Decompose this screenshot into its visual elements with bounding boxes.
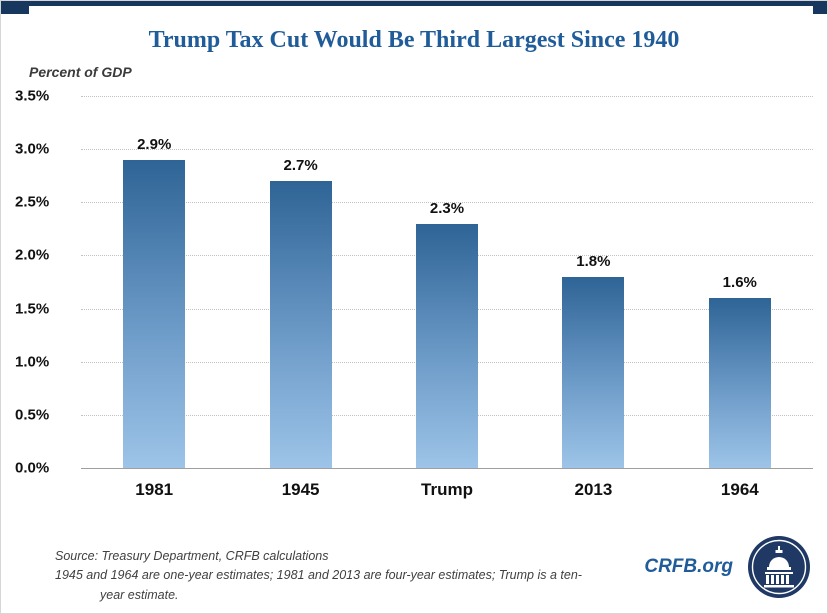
- y-tick-label: 3.5%: [15, 87, 50, 105]
- bar-value-label: 1.6%: [722, 273, 757, 291]
- bar-value-label: 1.8%: [576, 252, 611, 270]
- plot-area: 3.5% 3.0% 2.5% 2.0% 1.5% 1.0% 0.5% 0.0% 2.9% 2.7%…: [15, 88, 813, 477]
- y-tick-label: 1.0%: [15, 353, 50, 371]
- top-border-strip: [1, 1, 827, 6]
- brand-block: CRFB.org: [644, 535, 811, 605]
- y-axis-label: Percent of GDP: [29, 64, 132, 80]
- bar-1981: [123, 159, 186, 468]
- source-line-2: 1945 and 1964 are one-year estimates; 19…: [55, 568, 582, 602]
- y-tick-label: 2.0%: [15, 246, 50, 264]
- y-tick-label: 1.5%: [15, 300, 50, 318]
- bar-1945: [269, 181, 332, 468]
- gridline: [81, 202, 813, 204]
- bar-Trump: [415, 223, 478, 468]
- x-category-label: 2013: [574, 480, 613, 499]
- bar-value-label: 2.9%: [137, 135, 172, 153]
- category-row: 1981 1945 Trump 2013 1964: [81, 480, 813, 500]
- footer: Source: Treasury Department, CRFB calcul…: [1, 535, 827, 605]
- bar-column: 2.3%: [374, 96, 520, 468]
- bar-value-label: 2.7%: [283, 157, 318, 175]
- x-category-label: Trump: [421, 480, 473, 499]
- bar-column: 2.9%: [81, 96, 227, 468]
- bar-1964: [708, 297, 771, 468]
- x-axis-baseline: [81, 468, 813, 469]
- bar-column: 1.6%: [667, 96, 813, 468]
- capitol-dome-icon: [748, 536, 810, 598]
- x-category-label: 1964: [720, 480, 759, 499]
- chart-title: Trump Tax Cut Would Be Third Largest Sin…: [148, 27, 680, 53]
- y-tick-label: 0.5%: [15, 406, 50, 424]
- x-category-label: 1945: [281, 480, 320, 499]
- top-right-corner-block: [813, 1, 827, 14]
- source-line-1: Source: Treasury Department, CRFB calcul…: [55, 548, 329, 563]
- top-left-corner-block: [1, 1, 29, 14]
- gridline: [81, 149, 813, 151]
- source-note: Source: Treasury Department, CRFB calcul…: [55, 547, 600, 605]
- brand-wordmark: CRFB.org: [644, 556, 733, 577]
- y-tick-label: 0.0%: [15, 459, 50, 477]
- bar-value-label: 2.3%: [429, 199, 465, 217]
- x-category-label: 1981: [135, 480, 174, 499]
- gridline: [81, 96, 813, 97]
- bar-2013: [562, 276, 625, 468]
- y-tick-label: 2.5%: [15, 193, 50, 211]
- y-tick-label: 3.0%: [15, 140, 50, 158]
- bar-column: 2.7%: [227, 96, 373, 468]
- bar-column: 1.8%: [520, 96, 666, 468]
